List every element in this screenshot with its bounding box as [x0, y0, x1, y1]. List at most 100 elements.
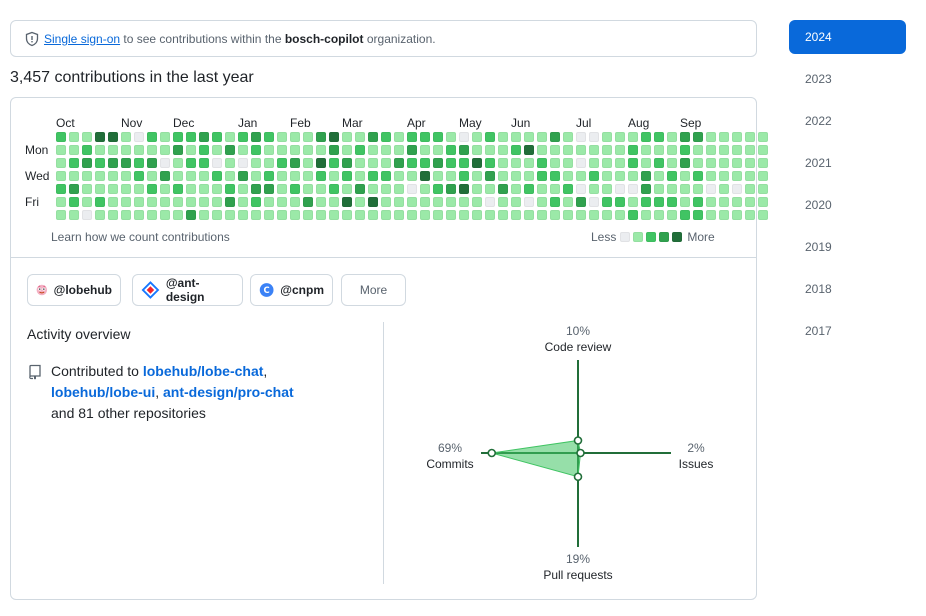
contribution-day-cell[interactable]	[303, 145, 313, 155]
contribution-day-cell[interactable]	[485, 210, 495, 220]
contribution-day-cell[interactable]	[602, 184, 612, 194]
contribution-day-cell[interactable]	[199, 197, 209, 207]
contribution-day-cell[interactable]	[82, 184, 92, 194]
contribution-day-cell[interactable]	[433, 184, 443, 194]
contribution-day-cell[interactable]	[186, 132, 196, 142]
contribution-day-cell[interactable]	[654, 132, 664, 142]
contribution-day-cell[interactable]	[212, 171, 222, 181]
contribution-day-cell[interactable]	[407, 132, 417, 142]
contribution-day-cell[interactable]	[511, 158, 521, 168]
contribution-day-cell[interactable]	[563, 197, 573, 207]
contribution-day-cell[interactable]	[654, 197, 664, 207]
contribution-day-cell[interactable]	[290, 184, 300, 194]
contribution-day-cell[interactable]	[537, 197, 547, 207]
contribution-day-cell[interactable]	[186, 145, 196, 155]
contribution-day-cell[interactable]	[95, 197, 105, 207]
contribution-day-cell[interactable]	[134, 145, 144, 155]
contribution-day-cell[interactable]	[186, 158, 196, 168]
contribution-day-cell[interactable]	[303, 210, 313, 220]
contribution-day-cell[interactable]	[667, 210, 677, 220]
contribution-day-cell[interactable]	[706, 171, 716, 181]
contribution-day-cell[interactable]	[95, 184, 105, 194]
contribution-day-cell[interactable]	[277, 184, 287, 194]
contribution-day-cell[interactable]	[316, 197, 326, 207]
contribution-day-cell[interactable]	[693, 145, 703, 155]
contribution-day-cell[interactable]	[394, 145, 404, 155]
contribution-day-cell[interactable]	[69, 171, 79, 181]
contribution-day-cell[interactable]	[394, 158, 404, 168]
contribution-day-cell[interactable]	[342, 145, 352, 155]
contribution-day-cell[interactable]	[342, 132, 352, 142]
contribution-day-cell[interactable]	[251, 145, 261, 155]
contribution-day-cell[interactable]	[602, 210, 612, 220]
contribution-day-cell[interactable]	[706, 158, 716, 168]
contribution-day-cell[interactable]	[355, 210, 365, 220]
contribution-day-cell[interactable]	[706, 184, 716, 194]
contribution-day-cell[interactable]	[511, 171, 521, 181]
contribution-day-cell[interactable]	[537, 145, 547, 155]
contribution-day-cell[interactable]	[641, 197, 651, 207]
contribution-day-cell[interactable]	[407, 171, 417, 181]
contribution-day-cell[interactable]	[160, 171, 170, 181]
contribution-day-cell[interactable]	[654, 171, 664, 181]
contribution-day-cell[interactable]	[758, 145, 768, 155]
contribution-day-cell[interactable]	[251, 210, 261, 220]
contribution-day-cell[interactable]	[446, 171, 456, 181]
contribution-day-cell[interactable]	[433, 171, 443, 181]
contribution-day-cell[interactable]	[160, 145, 170, 155]
contribution-day-cell[interactable]	[238, 197, 248, 207]
contribution-day-cell[interactable]	[758, 158, 768, 168]
contribution-day-cell[interactable]	[56, 158, 66, 168]
contribution-day-cell[interactable]	[368, 145, 378, 155]
contribution-day-cell[interactable]	[641, 171, 651, 181]
contribution-day-cell[interactable]	[472, 197, 482, 207]
contribution-day-cell[interactable]	[550, 210, 560, 220]
contribution-day-cell[interactable]	[381, 184, 391, 194]
contribution-day-cell[interactable]	[472, 132, 482, 142]
contribution-day-cell[interactable]	[69, 210, 79, 220]
contribution-day-cell[interactable]	[212, 132, 222, 142]
contribution-day-cell[interactable]	[264, 197, 274, 207]
contribution-day-cell[interactable]	[368, 197, 378, 207]
contribution-day-cell[interactable]	[654, 158, 664, 168]
contribution-day-cell[interactable]	[303, 171, 313, 181]
contribution-day-cell[interactable]	[524, 171, 534, 181]
contribution-day-cell[interactable]	[433, 145, 443, 155]
contribution-day-cell[interactable]	[277, 145, 287, 155]
contribution-day-cell[interactable]	[628, 145, 638, 155]
contribution-day-cell[interactable]	[173, 210, 183, 220]
contribution-day-cell[interactable]	[134, 184, 144, 194]
contribution-day-cell[interactable]	[719, 210, 729, 220]
contribution-day-cell[interactable]	[524, 197, 534, 207]
contribution-day-cell[interactable]	[433, 210, 443, 220]
contribution-day-cell[interactable]	[342, 184, 352, 194]
contribution-day-cell[interactable]	[199, 171, 209, 181]
contribution-day-cell[interactable]	[264, 184, 274, 194]
contribution-day-cell[interactable]	[680, 132, 690, 142]
contribution-day-cell[interactable]	[121, 171, 131, 181]
contribution-day-cell[interactable]	[342, 197, 352, 207]
contribution-day-cell[interactable]	[368, 158, 378, 168]
contribution-day-cell[interactable]	[745, 132, 755, 142]
contribution-day-cell[interactable]	[381, 171, 391, 181]
contribution-day-cell[interactable]	[706, 145, 716, 155]
contribution-day-cell[interactable]	[264, 132, 274, 142]
contribution-day-cell[interactable]	[446, 210, 456, 220]
contribution-day-cell[interactable]	[147, 210, 157, 220]
contribution-day-cell[interactable]	[238, 210, 248, 220]
contribution-day-cell[interactable]	[615, 171, 625, 181]
contribution-day-cell[interactable]	[719, 197, 729, 207]
contribution-day-cell[interactable]	[290, 210, 300, 220]
contribution-day-cell[interactable]	[108, 197, 118, 207]
contribution-day-cell[interactable]	[498, 184, 508, 194]
contribution-day-cell[interactable]	[732, 145, 742, 155]
contribution-day-cell[interactable]	[69, 132, 79, 142]
contribution-day-cell[interactable]	[134, 132, 144, 142]
contribution-day-cell[interactable]	[485, 184, 495, 194]
contribution-day-cell[interactable]	[693, 132, 703, 142]
contribution-day-cell[interactable]	[394, 132, 404, 142]
contribution-day-cell[interactable]	[758, 171, 768, 181]
contribution-day-cell[interactable]	[615, 197, 625, 207]
contribution-day-cell[interactable]	[511, 132, 521, 142]
contribution-day-cell[interactable]	[602, 132, 612, 142]
